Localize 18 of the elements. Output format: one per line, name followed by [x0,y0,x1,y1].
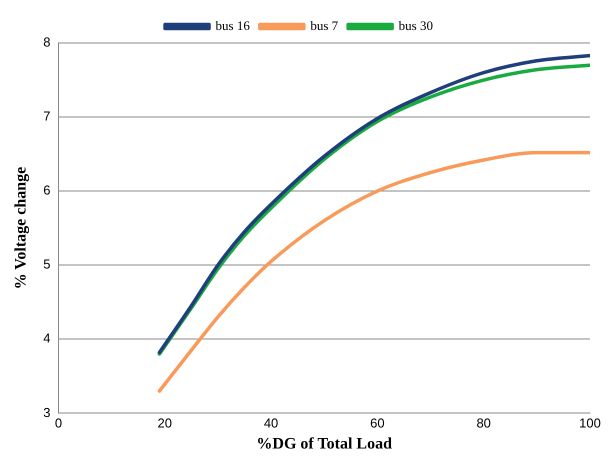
y-tick-label: 6 [43,182,50,198]
y-tick-label: 4 [43,330,50,346]
x-tick-label: 60 [370,416,385,431]
legend-label: bus 16 [216,18,250,33]
x-tick-label: 40 [264,416,278,431]
x-tick-label: 100 [579,416,601,431]
line-series [158,150,590,393]
y-tick-label: 5 [43,256,50,272]
x-tick-label: 0 [54,416,62,431]
y-tick-label: 7 [43,108,50,124]
legend-label: bus 7 [310,18,339,33]
x-tick-label: 20 [158,416,172,431]
x-axis-title: %DG of Total Load [256,436,392,453]
x-tick-label: 80 [476,416,491,431]
y-axis-title: % Voltage change [12,166,30,290]
y-tick-label: 3 [43,404,50,420]
y-tick-label: 8 [43,34,50,50]
legend-label: bus 30 [398,18,433,33]
